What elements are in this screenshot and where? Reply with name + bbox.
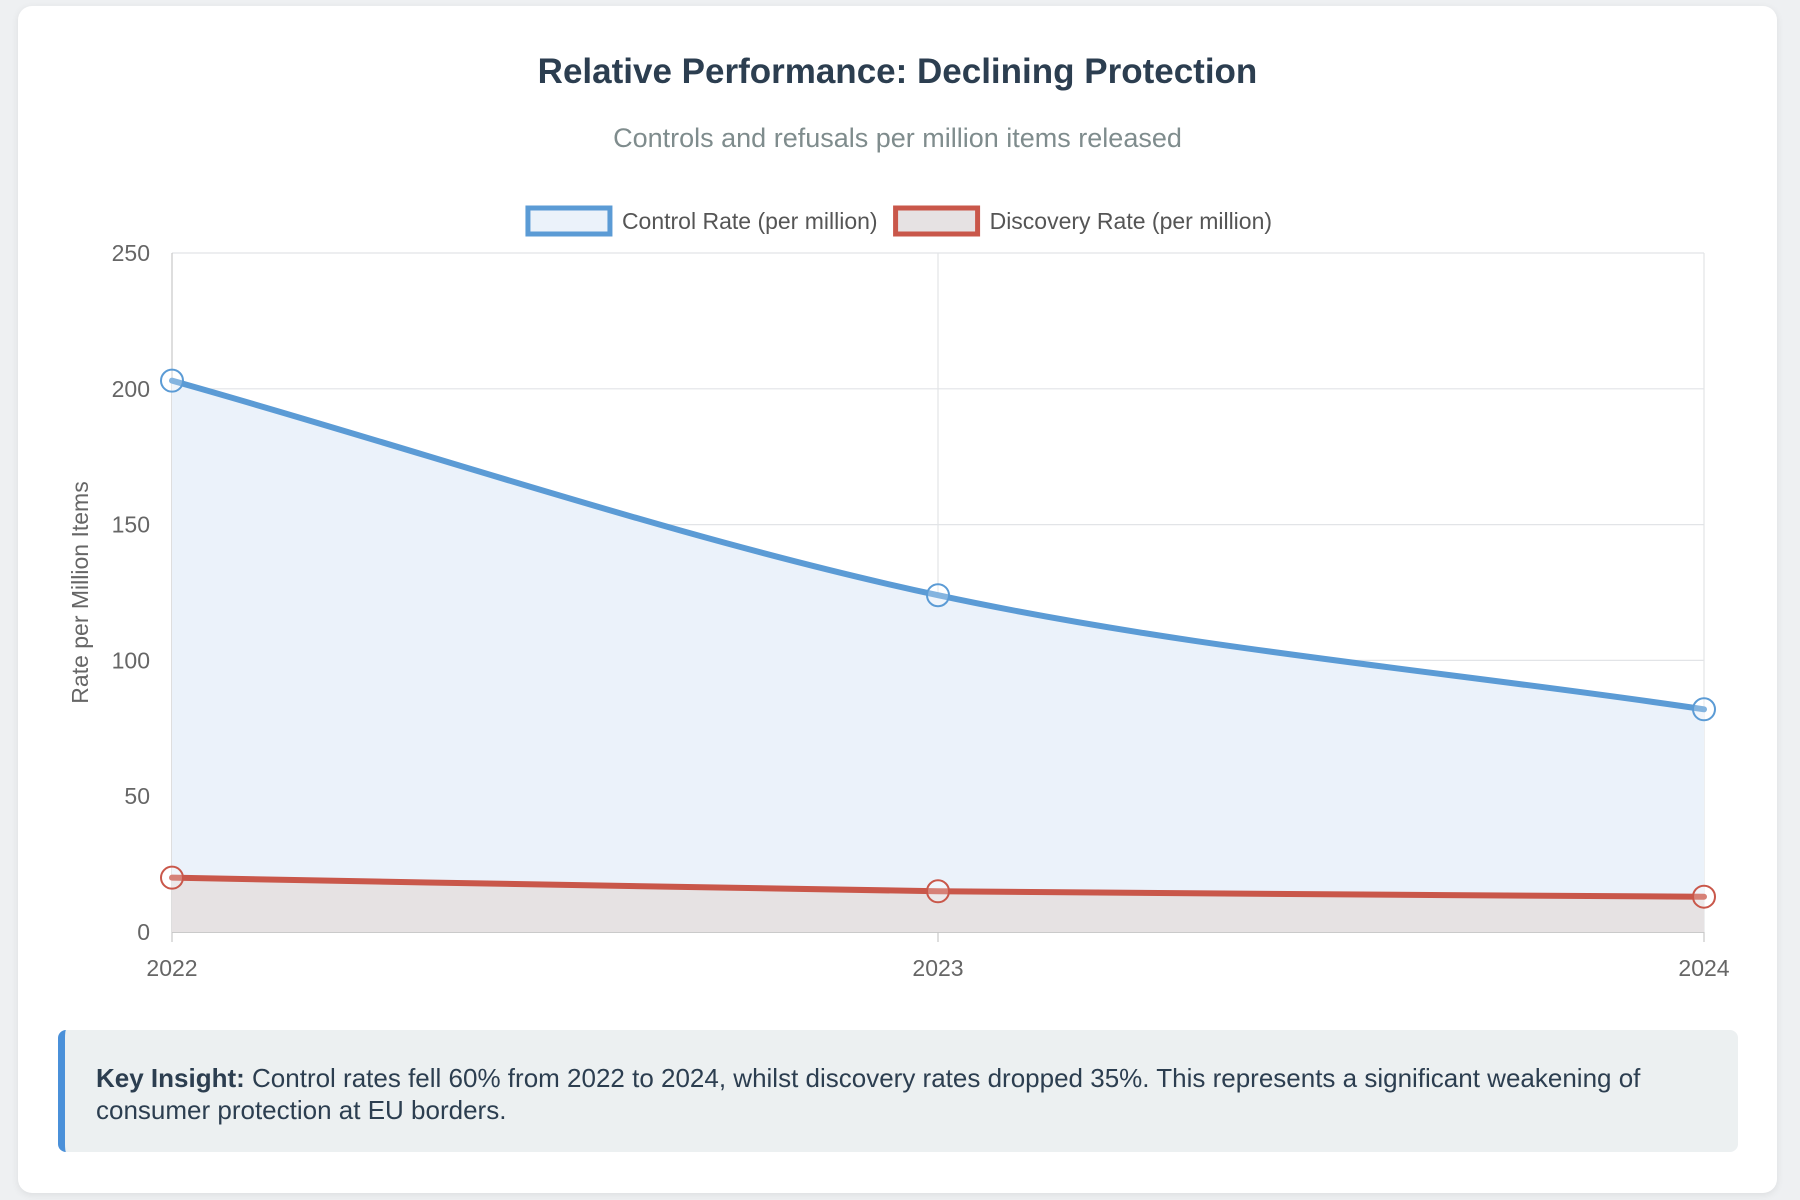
legend-label-0: Control Rate (per million)	[622, 208, 878, 234]
legend-swatch-0	[525, 205, 613, 237]
y-tick-label: 250	[112, 240, 150, 266]
y-tick-label: 0	[137, 919, 150, 945]
y-tick-label: 200	[112, 376, 150, 402]
y-axis-title: Rate per Million Items	[67, 481, 93, 703]
y-tick-label: 50	[124, 783, 150, 809]
data-point	[1692, 884, 1716, 909]
chart-title: Relative Performance: Declining Protecti…	[537, 52, 1258, 91]
data-point	[1692, 697, 1716, 722]
legend-label-1: Discovery Rate (per million)	[990, 208, 1272, 234]
key-insight-box: Key Insight: Control rates fell 60% from…	[58, 1030, 1738, 1152]
series-line-0	[169, 377, 1707, 713]
series-area-1	[172, 877, 1704, 932]
key-insight-text: Control rates fell 60% from 2022 to 2024…	[96, 1063, 1641, 1125]
x-tick-label: 2024	[1678, 955, 1729, 981]
chart-subtitle: Controls and refusals per million items …	[613, 123, 1182, 153]
y-tick-label: 150	[112, 512, 150, 538]
x-tick-label: 2022	[146, 955, 197, 981]
series-area-0	[172, 380, 1704, 933]
data-point	[160, 865, 184, 890]
series-line-1	[169, 874, 1707, 900]
y-tick-label: 100	[112, 647, 150, 673]
key-insight-label: Key Insight:	[96, 1063, 245, 1093]
x-tick-label: 2023	[912, 955, 963, 981]
data-point	[926, 583, 950, 608]
legend-swatch-1	[893, 205, 981, 237]
data-point	[160, 368, 184, 393]
data-point	[926, 879, 950, 904]
